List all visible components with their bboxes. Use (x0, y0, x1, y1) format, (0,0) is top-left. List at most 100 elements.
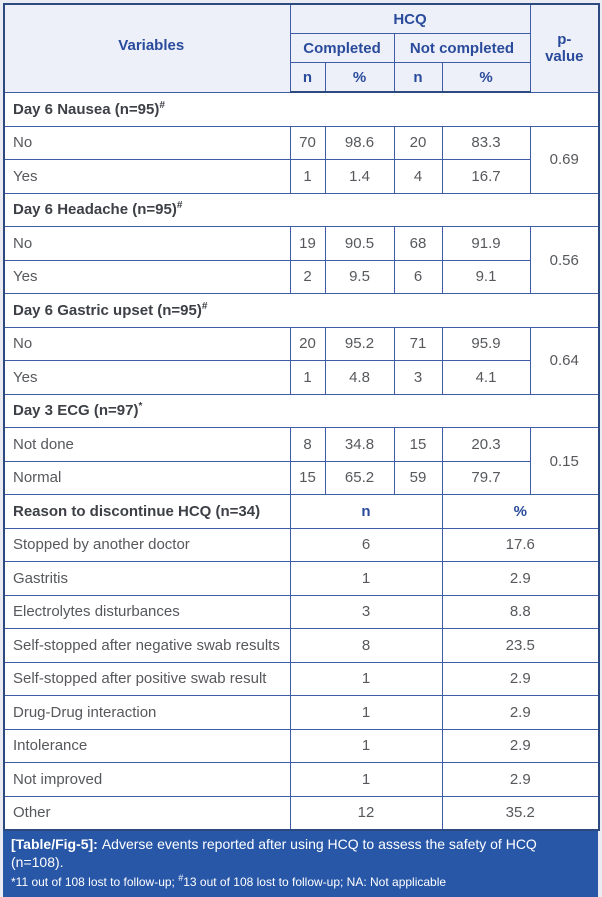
page: Variables HCQ p-value Completed Not comp… (3, 3, 601, 897)
row-label: Electrolytes disturbances (3, 594, 291, 629)
cell-pct-completed: 90.5 (324, 226, 395, 261)
header-row-n-pct: n % n % (4, 62, 599, 93)
cell-n-not-completed: 59 (393, 460, 443, 495)
table-caption: [Table/Fig-5]: Adverse events reported af… (3, 831, 598, 897)
table-row: Yes 1 4.8 3 4.1 (3, 360, 599, 395)
cell-n: 8 (289, 628, 443, 663)
table-row: Stopped by another doctor 6 17.6 (3, 527, 600, 562)
table-row: Not done 8 34.8 15 20.3 0.15 (3, 427, 600, 495)
footnote-marker: * (138, 401, 143, 413)
cell-n-completed: 15 (289, 460, 326, 495)
cell-n-completed: 70 (289, 125, 326, 160)
table-row: Gastritis 1 2.9 (3, 561, 600, 596)
cell-pct: 17.6 (441, 527, 600, 562)
section-row-gastric-upset: Day 6 Gastric upset (n=95)# (3, 293, 600, 328)
column-header-n-not-completed: n (393, 62, 443, 93)
table-row: No 70 98.6 20 83.3 0.69 (3, 125, 600, 194)
column-header-n-completed: n (289, 62, 326, 93)
cell-pct: 23.5 (441, 628, 600, 663)
cell-pct: 2.9 (441, 695, 600, 730)
row-label: Self-stopped after positive swab result (3, 661, 291, 696)
section-title: Day 6 Gastric upset (n=95)# (3, 293, 600, 328)
cell-pct: 2.9 (441, 728, 600, 763)
cell-n: 1 (289, 762, 443, 797)
cell-n-completed: 8 (289, 427, 326, 462)
table-row: Drug-Drug interaction 1 2.9 (3, 695, 600, 730)
cell-n: 1 (289, 728, 443, 763)
row-label: No (3, 226, 291, 261)
reason-header-row: Reason to discontinue HCQ (n=34) n % (3, 494, 600, 529)
caption-label: [Table/Fig-5]: (11, 836, 98, 852)
column-header-p-value: p-value (529, 3, 600, 93)
row-label: Yes (3, 259, 291, 294)
footnote-marker: # (159, 99, 165, 111)
cell-pct-not-completed: 95.9 (441, 326, 531, 361)
table-row: Other 12 35.2 (3, 795, 600, 831)
table-row: No 20 95.2 71 95.9 0.64 (3, 326, 600, 395)
cell-n-not-completed: 71 (393, 326, 443, 361)
cell-n-not-completed: 15 (393, 427, 443, 462)
column-header-not-completed: Not completed (393, 33, 531, 63)
row-label: Not improved (3, 762, 291, 797)
row-label: No (3, 125, 291, 160)
section-title: Day 3 ECG (n=97)* (3, 393, 600, 428)
column-header-variables: Variables (3, 3, 291, 93)
cell-n-not-completed: 20 (393, 125, 443, 160)
row-label: Stopped by another doctor (3, 527, 291, 562)
header-row-completion: Completed Not completed (4, 33, 599, 63)
cell-p-value: 0.15 (529, 427, 600, 495)
table-row: Not improved 1 2.9 (3, 762, 600, 797)
cell-pct-completed: 1.4 (324, 159, 395, 194)
section-title: Day 6 Nausea (n=95)# (3, 91, 600, 127)
row-label: Drug-Drug interaction (3, 695, 291, 730)
table-row: Intolerance 1 2.9 (3, 728, 600, 763)
cell-pct: 2.9 (441, 661, 600, 696)
cell-n-not-completed: 3 (393, 360, 443, 395)
section-row-nausea: Day 6 Nausea (n=95)# (3, 91, 600, 127)
cell-n: 1 (289, 561, 443, 596)
row-label: Intolerance (3, 728, 291, 763)
cell-pct-not-completed: 16.7 (441, 159, 531, 194)
table-row: No 19 90.5 68 91.9 0.56 (3, 226, 600, 294)
cell-pct: 2.9 (441, 561, 600, 596)
row-label: No (3, 326, 291, 361)
header-row-hcq: Variables HCQ p-value (3, 3, 600, 93)
cell-n-completed: 1 (289, 159, 326, 194)
cell-pct-completed: 34.8 (324, 427, 395, 462)
footnote-marker: # (201, 300, 208, 312)
cell-n-completed: 20 (289, 326, 326, 361)
cell-pct-not-completed: 79.7 (441, 460, 531, 495)
cell-pct-completed: 98.6 (324, 125, 395, 160)
row-label: Yes (3, 159, 291, 194)
cell-pct-not-completed: 91.9 (441, 226, 531, 261)
cell-p-value: 0.56 (529, 226, 600, 294)
cell-pct-completed: 65.2 (324, 460, 395, 495)
row-label: Gastritis (3, 561, 291, 596)
column-header-pct-completed: % (324, 62, 395, 93)
cell-p-value: 0.69 (529, 125, 600, 194)
table-row: Yes 1 1.4 4 16.7 (3, 159, 599, 194)
cell-pct-completed: 9.5 (324, 259, 395, 294)
caption-text: [Table/Fig-5]: Adverse events reported af… (11, 836, 590, 871)
cell-n: 1 (289, 695, 443, 730)
table-row: Electrolytes disturbances 3 8.8 (3, 594, 600, 629)
cell-n-completed: 19 (289, 226, 326, 261)
cell-n: 1 (289, 661, 443, 696)
cell-n-completed: 2 (289, 259, 326, 294)
cell-pct-completed: 4.8 (324, 360, 395, 395)
section-row-ecg: Day 3 ECG (n=97)* (3, 393, 600, 428)
row-label: Self-stopped after negative swab results (3, 628, 291, 663)
table-row: Yes 2 9.5 6 9.1 (3, 259, 599, 294)
column-header-pct-not-completed: % (441, 62, 531, 93)
cell-n-not-completed: 4 (393, 159, 443, 194)
column-header-hcq: HCQ (289, 3, 531, 34)
cell-p-value: 0.64 (529, 326, 600, 395)
footnote-marker: # (176, 200, 183, 212)
cell-n-not-completed: 6 (393, 259, 443, 294)
reason-column-header-pct: % (441, 494, 600, 529)
reason-column-header-n: n (289, 494, 443, 529)
table-row: Self-stopped after positive swab result … (3, 661, 600, 696)
cell-n: 12 (289, 795, 443, 831)
cell-n-completed: 1 (289, 360, 326, 395)
reason-title: Reason to discontinue HCQ (n=34) (3, 494, 291, 529)
